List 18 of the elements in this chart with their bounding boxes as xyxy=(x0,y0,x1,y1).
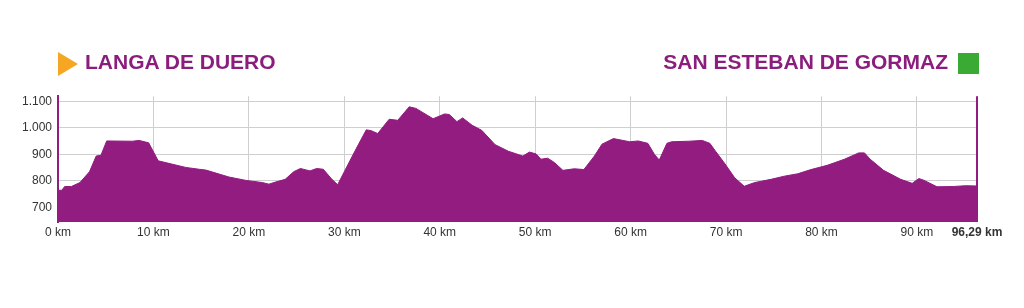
x-tick-label: 50 km xyxy=(518,224,552,239)
x-tick-label: 30 km xyxy=(327,224,361,239)
x-tick-label: 96,29 km xyxy=(951,224,1003,239)
x-tick-label: 10 km xyxy=(137,224,170,239)
x-tick-label: 70 km xyxy=(709,224,743,239)
y-tick-label: 900 xyxy=(31,146,53,161)
x-tick-label: 90 km xyxy=(900,224,934,239)
x-tick-label: 40 km xyxy=(423,224,457,239)
y-tick-label: 800 xyxy=(31,173,53,188)
y-tick-label: 700 xyxy=(31,199,53,214)
x-tick-label: 60 km xyxy=(614,224,647,239)
x-tick-label: 20 km xyxy=(232,224,266,239)
y-tick-label: 1.100 xyxy=(21,93,53,108)
x-tick-label: 0 km xyxy=(44,224,72,239)
text: LANGA DE DUERO xyxy=(85,50,276,74)
x-tick-label: 80 km xyxy=(805,224,838,239)
text: SAN ESTEBAN DE GORMAZ xyxy=(663,50,948,74)
y-tick-label: 1.000 xyxy=(21,120,53,135)
